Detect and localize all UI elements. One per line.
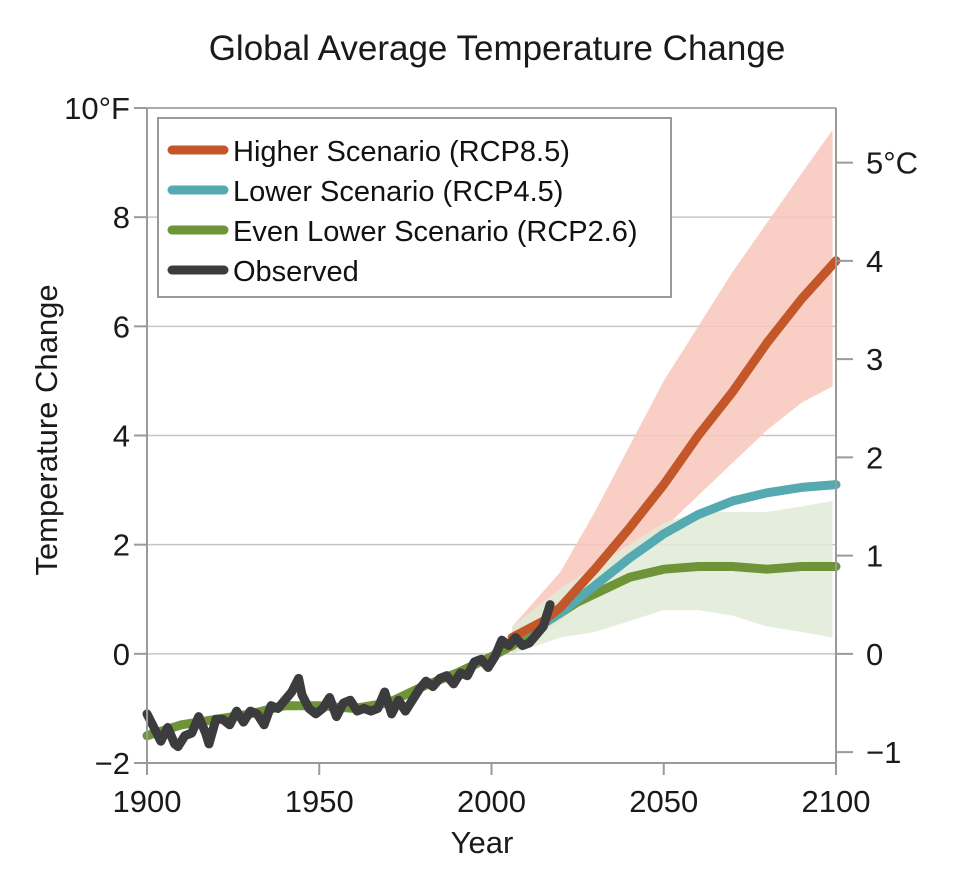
series-line-higher-scenario-rcp8-5 bbox=[507, 256, 841, 642]
y-axis-ticks-fahrenheit: −2 0 2 4 6 8 10°F bbox=[64, 91, 147, 781]
x-tick-label: 1950 bbox=[285, 784, 354, 819]
legend: Higher Scenario (RCP8.5) Lower Scenario (… bbox=[157, 117, 672, 298]
x-tick-label: 2050 bbox=[629, 784, 698, 819]
y2-tick-label: 5°C bbox=[866, 146, 918, 181]
y2-tick-label: 4 bbox=[866, 244, 883, 279]
x-axis-ticks: 1900 1950 2000 2050 2100 bbox=[113, 763, 871, 819]
uncertainty-bands bbox=[512, 129, 833, 654]
y2-tick-label: 0 bbox=[866, 637, 883, 672]
x-tick-label: 1900 bbox=[113, 784, 182, 819]
band-rcp8-5-range bbox=[512, 129, 833, 654]
y-tick-label: 8 bbox=[113, 200, 130, 235]
x-tick-label: 2000 bbox=[457, 784, 526, 819]
y2-tick-label: 1 bbox=[866, 539, 883, 574]
legend-box bbox=[157, 117, 672, 298]
series-lines bbox=[142, 256, 841, 752]
y-tick-label: −2 bbox=[95, 746, 130, 781]
y2-tick-label: −1 bbox=[866, 735, 901, 770]
y2-tick-label: 2 bbox=[866, 440, 883, 475]
y-tick-label: 4 bbox=[113, 419, 130, 454]
legend-label: Lower Scenario (RCP4.5) bbox=[233, 176, 563, 208]
x-tick-label: 2100 bbox=[802, 784, 871, 819]
y-tick-label: 0 bbox=[113, 637, 130, 672]
x-axis-label: Year bbox=[451, 825, 514, 860]
y-tick-label: 10°F bbox=[64, 91, 130, 126]
y-axis-ticks-celsius: −1 0 1 2 3 4 5°C bbox=[836, 146, 918, 770]
y2-tick-label: 3 bbox=[866, 342, 883, 377]
series-line-observed bbox=[142, 600, 555, 752]
legend-label: Observed bbox=[233, 256, 359, 288]
y-tick-label: 6 bbox=[113, 309, 130, 344]
y-axis-label: Temperature Change bbox=[29, 284, 64, 575]
legend-label: Higher Scenario (RCP8.5) bbox=[233, 136, 570, 168]
chart-title: Global Average Temperature Change bbox=[209, 29, 786, 68]
y-tick-label: 2 bbox=[113, 528, 130, 563]
legend-label: Even Lower Scenario (RCP2.6) bbox=[233, 216, 638, 248]
band-rcp2-6-range bbox=[512, 501, 833, 654]
